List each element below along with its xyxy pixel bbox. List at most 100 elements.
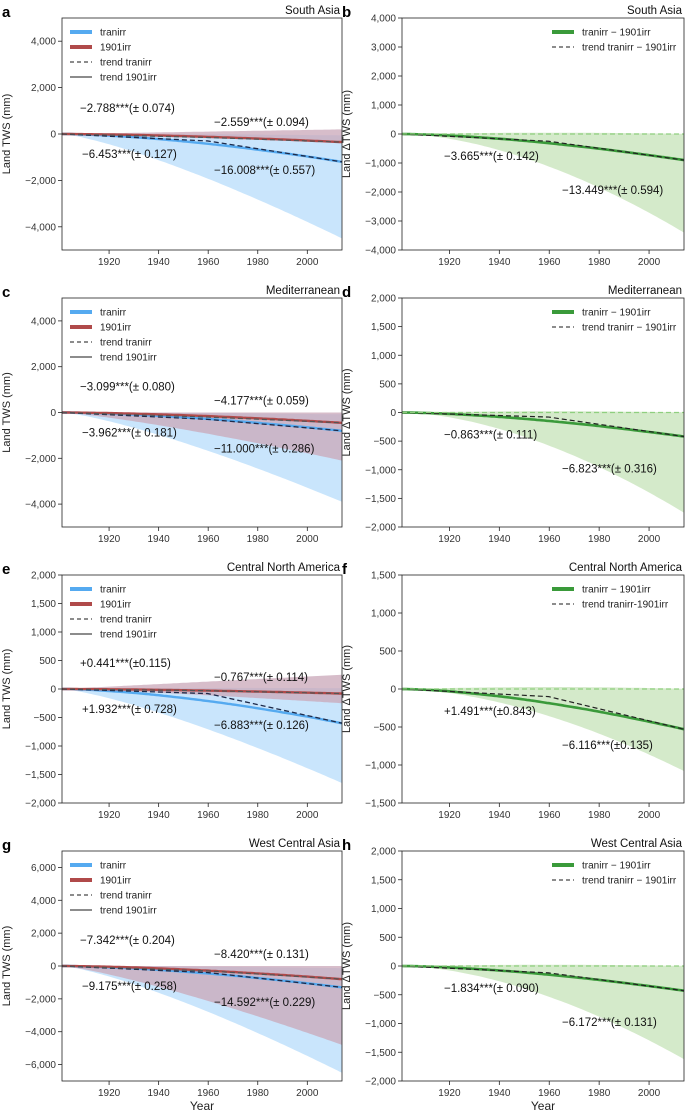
- y-tick-label: 4,000: [31, 316, 56, 327]
- annotation-trend-early-2: +1.932***(± 0.728): [82, 704, 177, 716]
- panel-title: West Central Asia: [249, 838, 341, 850]
- x-tick-label: 1980: [247, 810, 270, 821]
- y-tick-label: −2,000: [25, 799, 56, 810]
- x-tick-label: 1940: [488, 1088, 511, 1099]
- annotation-trend-late-2: −14.592***(± 0.229): [214, 997, 315, 1009]
- y-tick-label: 1,500: [371, 571, 396, 582]
- y-tick-label: −4,000: [25, 222, 56, 233]
- x-tick-label: 1960: [538, 810, 561, 821]
- plot-area: [62, 411, 342, 502]
- y-tick-label: 6,000: [31, 863, 56, 874]
- annotation-trend-late-2: −6.883***(± 0.126): [214, 720, 309, 732]
- y-tick-label: 2,000: [31, 929, 56, 940]
- diff-range-band: [402, 411, 684, 513]
- legend-label: trend tranirr − 1901irr: [582, 323, 677, 334]
- annotation-trend-late: −2.559***(± 0.094): [214, 117, 309, 129]
- y-tick-label: −1,500: [25, 770, 56, 781]
- x-tick-label: 2000: [638, 1088, 661, 1099]
- x-tick-label: 1920: [98, 1088, 121, 1099]
- y-tick-label: 2,000: [31, 83, 56, 94]
- y-axis-label: Land ΔTWS (mm): [341, 645, 353, 733]
- y-tick-label: 1,500: [371, 875, 396, 886]
- y-tick-label: −500: [33, 713, 56, 724]
- legend-label: trend tranirr: [100, 338, 152, 349]
- y-axis-label: Land ΔTWS (mm): [341, 90, 353, 178]
- legend-label: tranirr − 1901irr: [582, 28, 651, 39]
- y-tick-label: 2,000: [31, 571, 56, 582]
- y-axis-label: Land ΔTWS (mm): [341, 922, 353, 1010]
- annotation-trend-early-2: −6.453***(± 0.127): [82, 149, 177, 161]
- x-tick-label: 1960: [197, 1088, 220, 1099]
- legend-label: trend 1901irr: [100, 630, 157, 641]
- panel-letter: c: [2, 284, 10, 301]
- x-tick-label: 1960: [538, 257, 561, 268]
- x-tick-label: 2000: [296, 257, 319, 268]
- y-tick-label: −1,000: [365, 465, 396, 476]
- panel-f: −1,500 −1,000 −500 0 500 1,000 1,500 1920 1940 19…: [341, 561, 685, 821]
- tranirr-range-band: [62, 687, 342, 783]
- tranirr-range-band: [62, 133, 342, 239]
- x-tick-label: 2000: [638, 810, 661, 821]
- y-tick-label: −1,000: [25, 742, 56, 753]
- x-tick-label: 1980: [588, 257, 611, 268]
- x-axis-label: Year: [190, 1099, 214, 1113]
- legend-label: trend 1901irr: [100, 353, 157, 364]
- annotation-trend-late: −13.449***(± 0.594): [562, 185, 663, 197]
- x-tick-label: 2000: [296, 1088, 319, 1099]
- x-tick-label: 1920: [438, 534, 461, 545]
- panel-title: South Asia: [285, 5, 341, 17]
- legend-label: trend tranirr − 1901irr: [582, 43, 677, 54]
- y-tick-label: −2,000: [25, 176, 56, 187]
- trend-diff-line: [402, 411, 684, 438]
- y-tick-label: 1,000: [31, 628, 56, 639]
- panel-title: South Asia: [627, 5, 683, 17]
- plot-area: [62, 964, 342, 1073]
- x-tick-label: 1980: [588, 1088, 611, 1099]
- annotation-trend-late: −4.177***(± 0.059): [214, 396, 309, 408]
- y-tick-label: −3,000: [365, 217, 396, 228]
- tranirr-line: [62, 687, 342, 725]
- y-tick-label: −4,000: [25, 1027, 56, 1038]
- y-tick-label: 1,500: [31, 599, 56, 610]
- y-tick-label: 2,000: [31, 362, 56, 373]
- legend-label: trend tranirr-1901irr: [582, 600, 669, 611]
- annotation-trend-late-2: −16.008***(± 0.557): [214, 165, 315, 177]
- panel-letter: f: [342, 561, 348, 578]
- y-tick-label: −500: [373, 437, 396, 448]
- y-tick-label: −1,500: [365, 1048, 396, 1059]
- annotation-trend-early: −7.342***(± 0.204): [80, 935, 175, 947]
- x-tick-label: 1940: [148, 810, 171, 821]
- trend-diff-line: [402, 965, 684, 992]
- y-tick-label: −1,000: [365, 1019, 396, 1030]
- y-tick-label: −2,000: [365, 523, 396, 534]
- x-tick-label: 1920: [98, 257, 121, 268]
- y-axis-label: Land TWS (mm): [1, 372, 13, 452]
- panel-letter: a: [2, 4, 11, 21]
- y-tick-label: −500: [373, 723, 396, 734]
- y-tick-label: 1,000: [371, 904, 396, 915]
- panel-title: Mediterranean: [266, 285, 340, 297]
- x-tick-label: 2000: [296, 534, 319, 545]
- x-tick-label: 1940: [148, 257, 171, 268]
- annotation-trend-late-2: −11.000***(± 0.286): [214, 444, 315, 456]
- legend-label: 1901irr: [100, 43, 132, 54]
- x-tick-label: 1940: [488, 257, 511, 268]
- annotation-trend-late: −6.172***(± 0.131): [562, 1017, 657, 1029]
- trend-tranirr-line: [62, 411, 342, 432]
- y-tick-label: 500: [379, 933, 396, 944]
- y-tick-label: 4,000: [371, 14, 396, 25]
- x-tick-label: 1940: [148, 1088, 171, 1099]
- trend-diff-line: [402, 688, 684, 730]
- y-tick-label: −1,500: [365, 494, 396, 505]
- legend-label: trend 1901irr: [100, 73, 157, 84]
- y-tick-label: 0: [50, 408, 56, 419]
- x-tick-label: 1980: [247, 1088, 270, 1099]
- y-tick-label: 1,500: [371, 322, 396, 333]
- plot-area: [402, 132, 684, 233]
- legend-label: trend tranirr − 1901irr: [582, 876, 677, 887]
- y-tick-label: 3,000: [371, 43, 396, 54]
- legend-label: trend tranirr: [100, 58, 152, 69]
- y-tick-label: 0: [50, 962, 56, 973]
- y-tick-label: 500: [379, 647, 396, 658]
- y-tick-label: −2,000: [25, 454, 56, 465]
